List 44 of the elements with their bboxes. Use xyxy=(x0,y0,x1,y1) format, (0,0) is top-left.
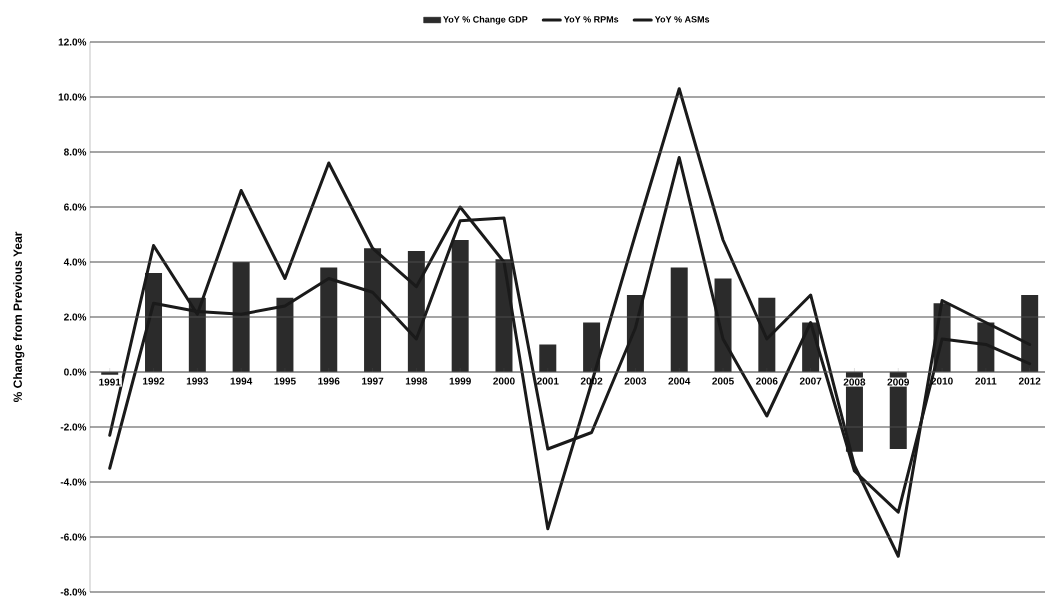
bar xyxy=(276,297,294,372)
y-tick-label: 12.0% xyxy=(58,38,87,46)
x-tick-label: 1994 xyxy=(230,377,253,385)
x-tick-label: 1998 xyxy=(405,377,428,385)
x-tick-label: 2009 xyxy=(887,378,909,386)
y-tick-label: -6.0% xyxy=(60,533,87,541)
x-tick-label: 1993 xyxy=(186,377,209,385)
bar xyxy=(670,267,688,372)
y-tick-label: 6.0% xyxy=(64,203,87,211)
y-axis-title: % Change from Previous Year xyxy=(13,231,25,403)
bar xyxy=(1021,295,1039,372)
bar xyxy=(364,248,382,372)
x-tick-label: 2001 xyxy=(537,377,559,385)
bar xyxy=(320,267,338,372)
y-tick-label: 4.0% xyxy=(63,258,87,266)
bar xyxy=(583,322,601,372)
x-tick-label: 1999 xyxy=(449,377,471,385)
x-tick-label: 1997 xyxy=(362,377,384,385)
x-tick-label: 2000 xyxy=(493,377,515,385)
bar xyxy=(539,344,557,372)
x-tick-label: 1991 xyxy=(99,378,121,386)
x-tick-label: 2005 xyxy=(712,377,734,385)
y-tick-label: 10.0% xyxy=(58,93,87,101)
x-tick-label: 1996 xyxy=(318,377,340,385)
x-tick-label: 2006 xyxy=(756,377,778,385)
x-tick-label: 2003 xyxy=(624,377,647,385)
x-tick-label: 2004 xyxy=(668,377,691,385)
bar xyxy=(232,262,250,372)
x-tick-label: 2008 xyxy=(843,378,866,386)
x-tick-label: 2007 xyxy=(799,377,822,385)
legend-label: YoY % ASMs xyxy=(654,16,710,23)
y-tick-label: 0.0% xyxy=(64,368,87,376)
x-tick-label: 2011 xyxy=(975,377,997,385)
legend-label: YoY % RPMs xyxy=(563,16,619,23)
y-tick-label: 2.0% xyxy=(64,313,87,321)
y-tick-label: -4.0% xyxy=(60,478,87,486)
x-tick-label: 1995 xyxy=(274,377,296,385)
bar xyxy=(451,240,469,372)
x-tick-label: 2012 xyxy=(1018,377,1041,385)
legend-label: YoY % Change GDP xyxy=(443,16,528,25)
y-tick-label: 8.0% xyxy=(63,148,87,156)
y-tick-label: -8.0% xyxy=(60,588,87,596)
y-tick-label: -2.0% xyxy=(60,423,87,431)
x-tick-label: 1992 xyxy=(143,377,165,385)
